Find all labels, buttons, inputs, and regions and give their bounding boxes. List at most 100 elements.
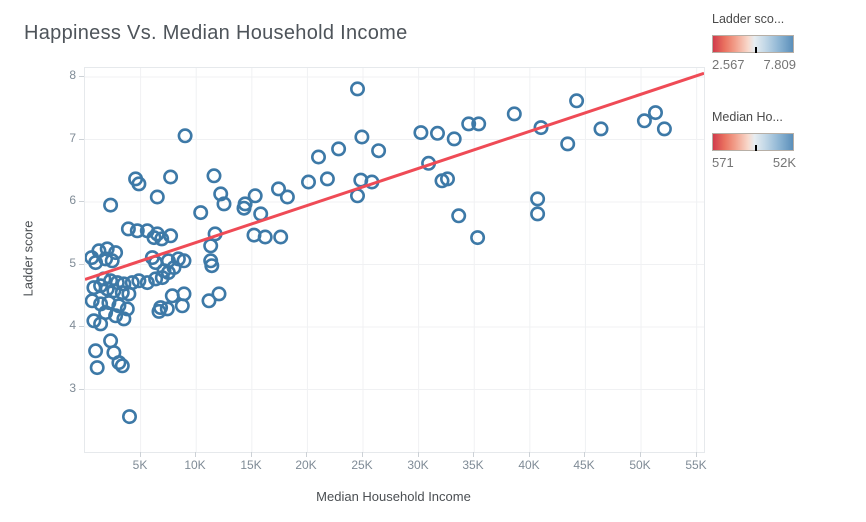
scatter-point[interactable] — [204, 258, 220, 274]
scatter-point[interactable] — [271, 181, 287, 197]
scatter-point[interactable] — [311, 149, 327, 165]
scatter-point[interactable] — [451, 208, 467, 224]
x-axis-title: Median Household Income — [316, 489, 471, 504]
x-axis-tick-mark — [473, 452, 474, 457]
scatter-point[interactable] — [148, 271, 164, 287]
scatter-point[interactable] — [237, 196, 253, 212]
scatter-point[interactable] — [116, 311, 132, 327]
plot-area[interactable] — [84, 67, 705, 453]
legend-ladder-score: Ladder sco... 2.567 7.809 — [712, 12, 862, 73]
scatter-point[interactable] — [656, 121, 672, 137]
scatter-point[interactable] — [429, 125, 445, 141]
scatter-point[interactable] — [533, 120, 549, 136]
scatter-point[interactable] — [506, 106, 522, 122]
legend-median-income: Median Ho... 571 52K — [712, 110, 862, 171]
scatter-point[interactable] — [114, 358, 130, 374]
legend-income-range: 571 52K — [712, 155, 796, 171]
scatter-point[interactable] — [121, 286, 137, 302]
scatter-point[interactable] — [176, 253, 192, 269]
scatter-point[interactable] — [159, 301, 175, 317]
scatter-plot-svg — [85, 68, 704, 452]
scatter-point[interactable] — [446, 131, 462, 147]
scatter-point[interactable] — [89, 360, 105, 376]
x-axis-tick-label: 5K — [132, 458, 148, 472]
scatter-point[interactable] — [439, 171, 455, 187]
scatter-point[interactable] — [569, 93, 585, 109]
scatter-point[interactable] — [164, 288, 180, 304]
scatter-point[interactable] — [106, 283, 122, 299]
scatter-point[interactable] — [471, 116, 487, 132]
x-axis-tick-label: 25K — [351, 458, 373, 472]
legend-income-min: 571 — [712, 155, 734, 170]
scatter-point[interactable] — [151, 303, 167, 319]
scatter-point[interactable] — [647, 105, 663, 121]
y-axis-tick-label: 3 — [69, 381, 76, 395]
scatter-point[interactable] — [114, 285, 130, 301]
scatter-point[interactable] — [257, 229, 273, 245]
scatter-point[interactable] — [111, 355, 127, 371]
scatter-point[interactable] — [121, 409, 137, 425]
x-axis-tick-mark — [140, 452, 141, 457]
scatter-point[interactable] — [85, 250, 100, 266]
x-axis-tick-label: 45K — [573, 458, 595, 472]
scatter-point[interactable] — [211, 286, 227, 302]
scatter-point[interactable] — [560, 136, 576, 152]
legend-income-gradient-bar[interactable] — [712, 133, 794, 151]
scatter-point[interactable] — [131, 176, 147, 192]
y-axis-tick-label: 6 — [69, 193, 76, 207]
scatter-point[interactable] — [273, 229, 289, 245]
scatter-point[interactable] — [593, 121, 609, 137]
scatter-point[interactable] — [371, 143, 387, 159]
scatter-point[interactable] — [93, 316, 109, 332]
scatter-point[interactable] — [177, 128, 193, 144]
scatter-point[interactable] — [301, 174, 317, 190]
scatter-point[interactable] — [201, 293, 217, 309]
scatter-point[interactable] — [174, 298, 190, 314]
x-axis-tick-mark — [696, 452, 697, 457]
scatter-point[interactable] — [206, 168, 222, 184]
scatter-point[interactable] — [530, 191, 546, 207]
scatter-point[interactable] — [99, 281, 115, 297]
scatter-point[interactable] — [163, 228, 179, 244]
scatter-point[interactable] — [413, 125, 429, 141]
scatter-point[interactable] — [103, 197, 119, 213]
scatter-point[interactable] — [247, 188, 263, 204]
x-axis-tick-label: 20K — [295, 458, 317, 472]
scatter-point[interactable] — [149, 189, 165, 205]
legend-ladder-gradient-bar[interactable] — [712, 35, 794, 53]
scatter-point[interactable] — [530, 206, 546, 222]
scatter-point[interactable] — [216, 196, 232, 212]
scatter-point[interactable] — [331, 141, 347, 157]
y-axis-tick-mark — [79, 264, 84, 265]
scatter-point[interactable] — [461, 116, 477, 132]
scatter-point[interactable] — [129, 223, 145, 239]
scatter-point[interactable] — [470, 230, 486, 246]
legend-ladder-range: 2.567 7.809 — [712, 57, 796, 73]
scatter-point[interactable] — [636, 113, 652, 129]
scatter-point[interactable] — [139, 275, 155, 291]
scatter-point[interactable] — [176, 286, 192, 302]
scatter-point[interactable] — [154, 270, 170, 286]
scatter-point[interactable] — [279, 189, 295, 205]
scatter-point[interactable] — [103, 333, 119, 349]
legend-ladder-max: 7.809 — [763, 57, 796, 72]
scatter-point[interactable] — [146, 230, 162, 246]
scatter-point[interactable] — [354, 129, 370, 145]
scatter-point[interactable] — [203, 238, 219, 254]
scatter-point[interactable] — [99, 241, 115, 257]
trend-line[interactable] — [85, 71, 704, 281]
scatter-point[interactable] — [108, 308, 124, 324]
x-axis-tick-label: 35K — [462, 458, 484, 472]
scatter-point[interactable] — [349, 81, 365, 97]
scatter-point[interactable] — [88, 343, 104, 359]
legend-income-title: Median Ho... — [712, 110, 783, 124]
scatter-point[interactable] — [163, 169, 179, 185]
scatter-point[interactable] — [319, 171, 335, 187]
scatter-point[interactable] — [85, 293, 100, 309]
scatter-point[interactable] — [154, 231, 170, 247]
scatter-point[interactable] — [104, 253, 120, 269]
scatter-point[interactable] — [193, 205, 209, 221]
scatter-point[interactable] — [120, 221, 136, 237]
scatter-point[interactable] — [131, 273, 147, 289]
